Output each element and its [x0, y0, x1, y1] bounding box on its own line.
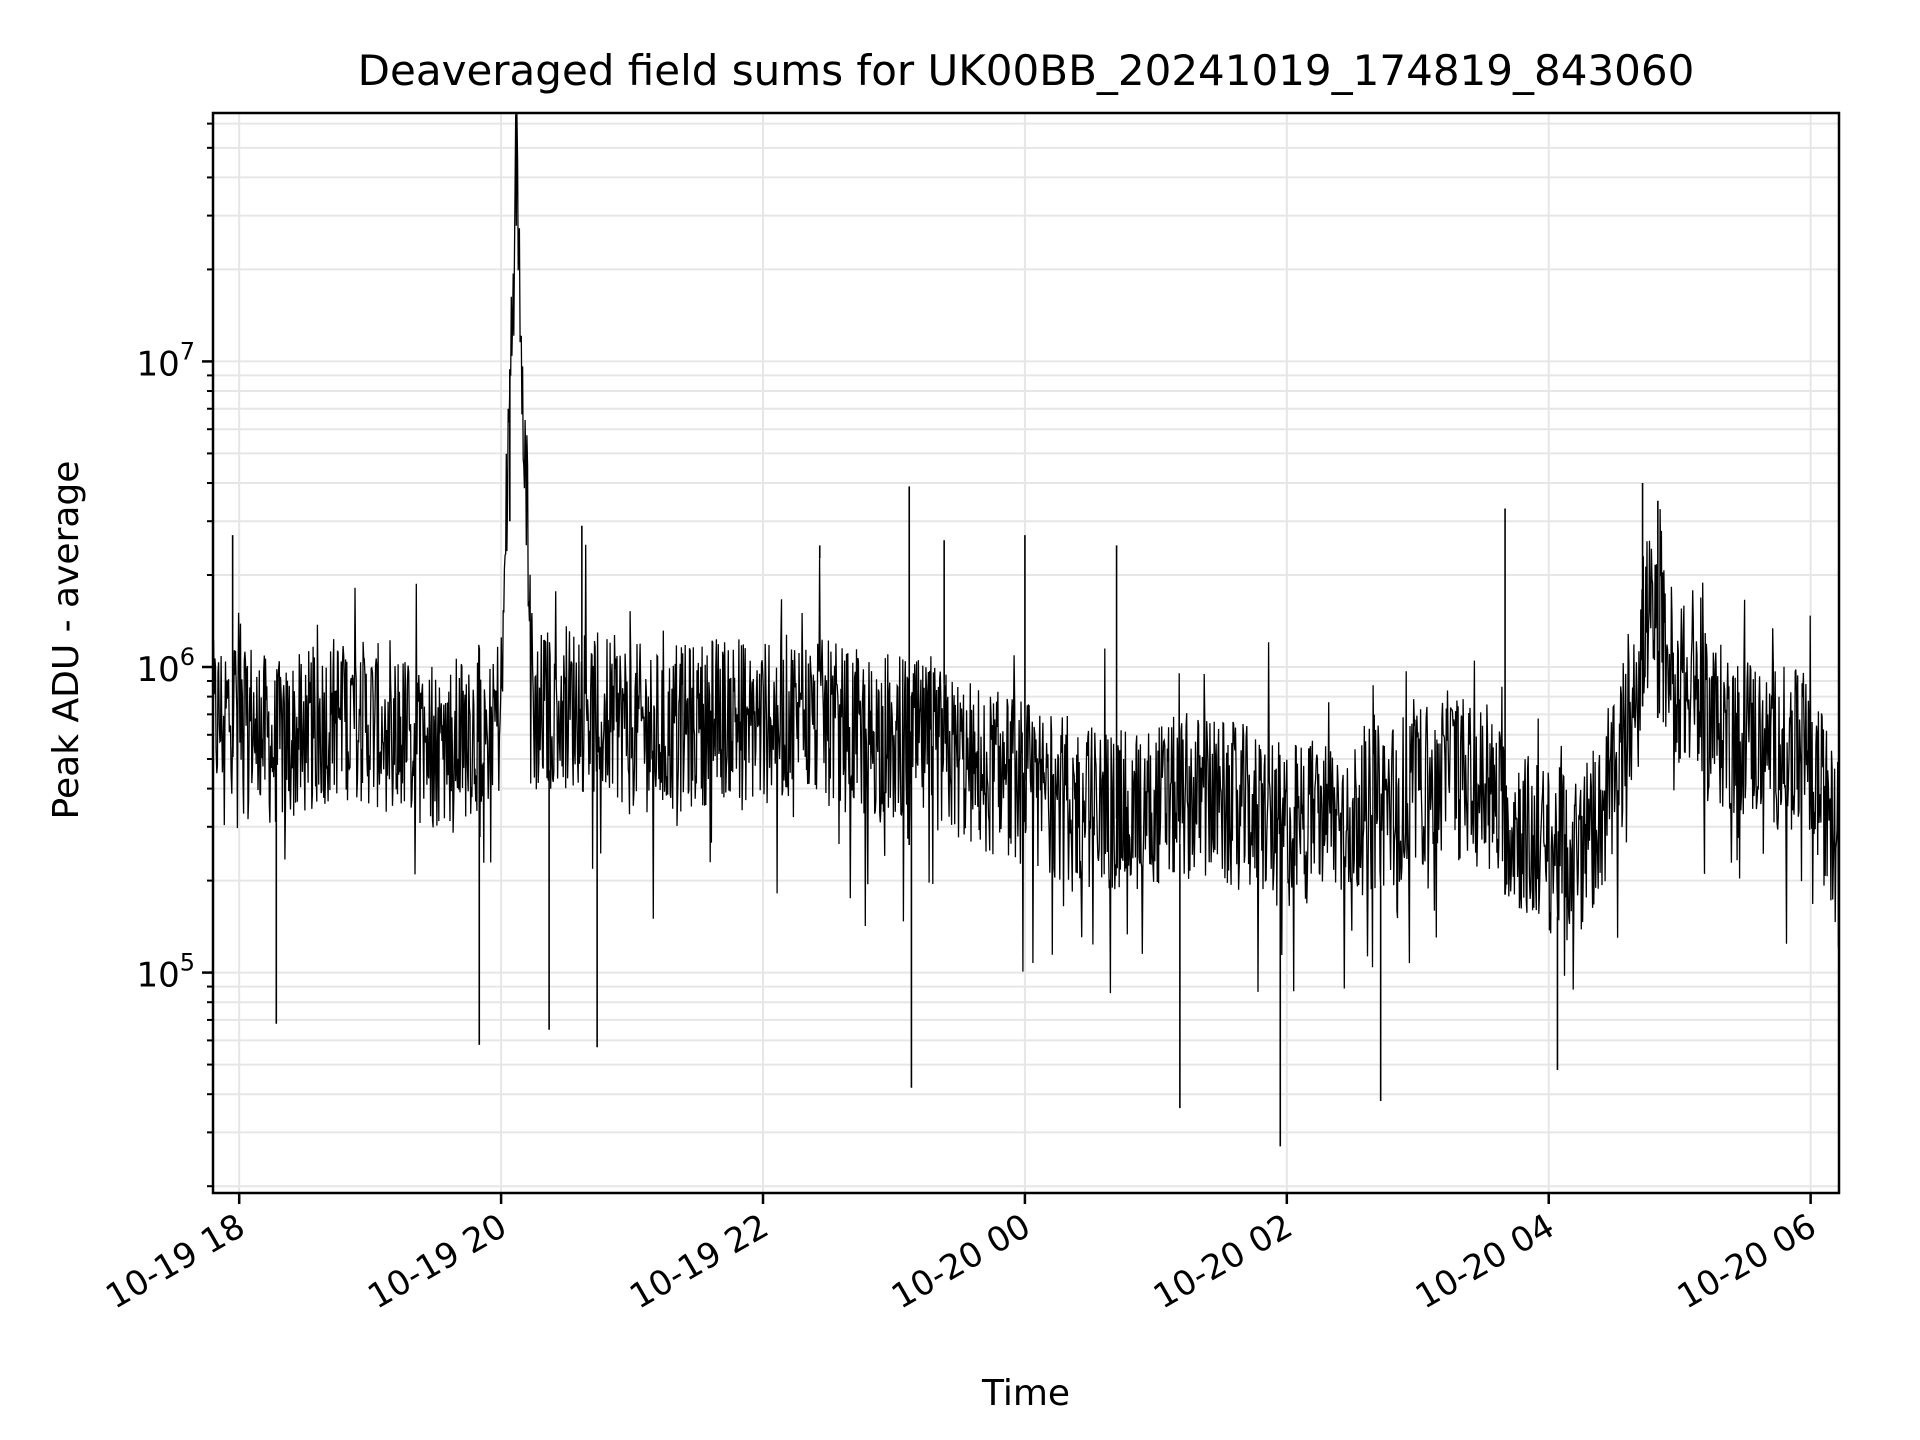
y-tick-label: 106 [136, 643, 195, 690]
y-axis-label: Peak ADU - average [46, 461, 87, 820]
y-major-gridlines [213, 360, 1839, 974]
x-axis-label: Time [981, 1373, 1070, 1414]
y-tick-label: 105 [136, 949, 195, 996]
series-line-group [212, 112, 1840, 1147]
chart-title: Deaveraged field sums for UK00BB_2024101… [358, 46, 1695, 95]
series-line [212, 112, 1840, 994]
y-tick-label: 107 [136, 337, 195, 384]
y-axis-ticks: 105 106 107 [136, 122, 213, 1188]
